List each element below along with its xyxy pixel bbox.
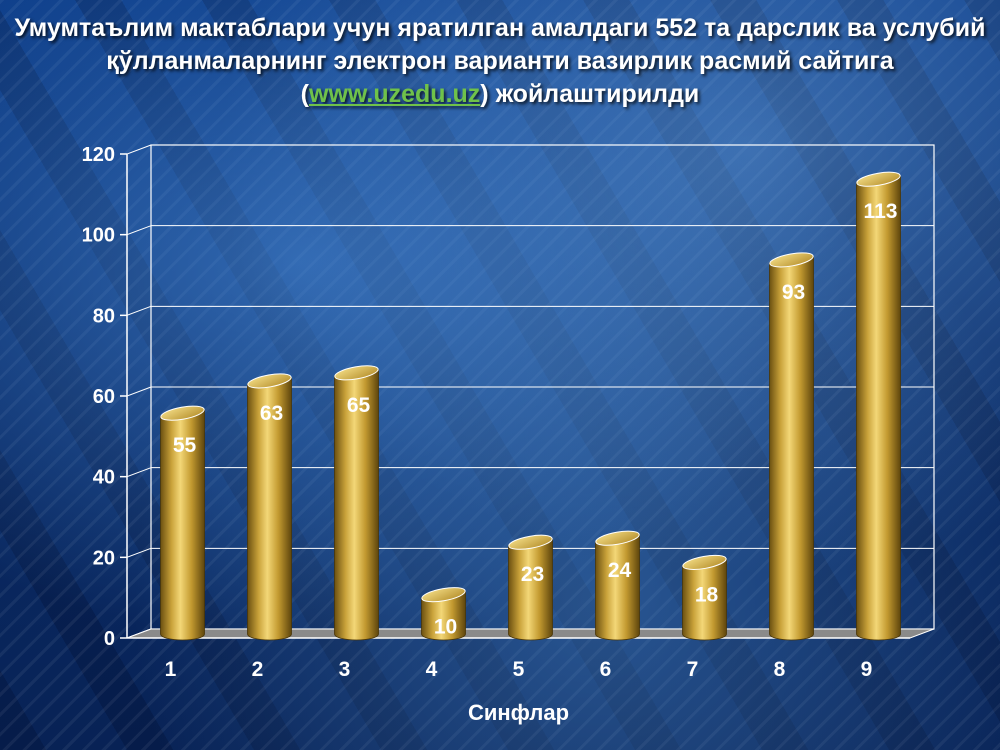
bar-body bbox=[508, 538, 553, 641]
x-tick-label: 2 bbox=[252, 658, 264, 681]
x-tick-label: 9 bbox=[861, 658, 873, 681]
bar-top bbox=[160, 405, 205, 421]
bar: 24 bbox=[595, 530, 640, 641]
bar-top bbox=[334, 365, 379, 381]
bar-top bbox=[508, 534, 553, 550]
y-tick-label: 120 bbox=[82, 144, 115, 166]
bar-body bbox=[769, 256, 814, 641]
x-axis-label: Синфлар bbox=[468, 700, 569, 725]
x-tick-label: 6 bbox=[600, 658, 612, 681]
slide-title: Умумтаълим мактаблари учун яратилган ама… bbox=[10, 12, 990, 111]
bar-value-label: 65 bbox=[347, 394, 371, 417]
x-tick-label: 5 bbox=[513, 658, 525, 681]
gridline-side bbox=[126, 386, 152, 397]
bar: 113 bbox=[856, 171, 901, 641]
y-tick-label: 100 bbox=[82, 225, 115, 247]
bar-value-label: 18 bbox=[695, 583, 719, 606]
bar-body bbox=[595, 534, 640, 641]
bars: 55 63 65 10 23 24 18 93 113 bbox=[160, 171, 901, 641]
y-tick-label: 60 bbox=[93, 386, 115, 408]
gridline-side bbox=[126, 467, 152, 478]
title-link[interactable]: www.uzedu.uz bbox=[309, 80, 481, 108]
bar: 55 bbox=[160, 405, 205, 641]
x-tick-label: 8 bbox=[774, 658, 786, 681]
title-text-before: Умумтаълим мактаблари учун яратилган ама… bbox=[14, 14, 986, 108]
y-tick-label: 0 bbox=[104, 628, 115, 650]
bar: 10 bbox=[421, 587, 466, 641]
bar-top bbox=[247, 373, 292, 389]
bar-top bbox=[421, 587, 466, 603]
gridline-side bbox=[126, 225, 152, 236]
title-text-after: ) жойлаштирилди bbox=[480, 80, 700, 108]
y-tick-labels: 0 20 40 60 80 100 120 bbox=[82, 144, 115, 650]
x-tick-labels: 1 2 3 4 5 6 7 8 9 bbox=[165, 658, 873, 681]
y-tick-label: 20 bbox=[93, 547, 115, 569]
bar-value-label: 24 bbox=[608, 559, 632, 582]
bar-top bbox=[769, 252, 814, 268]
bar: 65 bbox=[334, 365, 379, 641]
bar: 23 bbox=[508, 534, 553, 641]
x-tick-label: 1 bbox=[165, 658, 177, 681]
x-tick-label: 3 bbox=[339, 658, 351, 681]
bar-top bbox=[856, 171, 901, 187]
bar-body bbox=[682, 558, 727, 641]
bar-value-label: 23 bbox=[521, 563, 544, 586]
bar-value-label: 93 bbox=[782, 281, 805, 304]
bar-top bbox=[595, 530, 640, 546]
bar: 18 bbox=[682, 554, 727, 641]
gridline-side bbox=[126, 305, 152, 316]
bar-value-label: 55 bbox=[173, 434, 197, 457]
bar-value-label: 63 bbox=[260, 402, 283, 425]
bar-body bbox=[421, 591, 466, 641]
bar: 63 bbox=[247, 373, 292, 641]
bar-body bbox=[334, 369, 379, 641]
bar: 93 bbox=[769, 252, 814, 641]
y-tick-label: 80 bbox=[93, 305, 115, 327]
bar-top bbox=[682, 554, 727, 570]
bar-body bbox=[247, 377, 292, 641]
y-tick-label: 40 bbox=[93, 467, 115, 489]
x-tick-label: 4 bbox=[426, 658, 438, 681]
bar-body bbox=[160, 409, 205, 641]
bar-body bbox=[856, 175, 901, 641]
bar-value-label: 10 bbox=[434, 616, 457, 639]
x-tick-label: 7 bbox=[687, 658, 699, 681]
bar-value-label: 113 bbox=[864, 200, 898, 223]
gridline-side bbox=[126, 144, 152, 155]
gridline-side bbox=[126, 547, 152, 558]
